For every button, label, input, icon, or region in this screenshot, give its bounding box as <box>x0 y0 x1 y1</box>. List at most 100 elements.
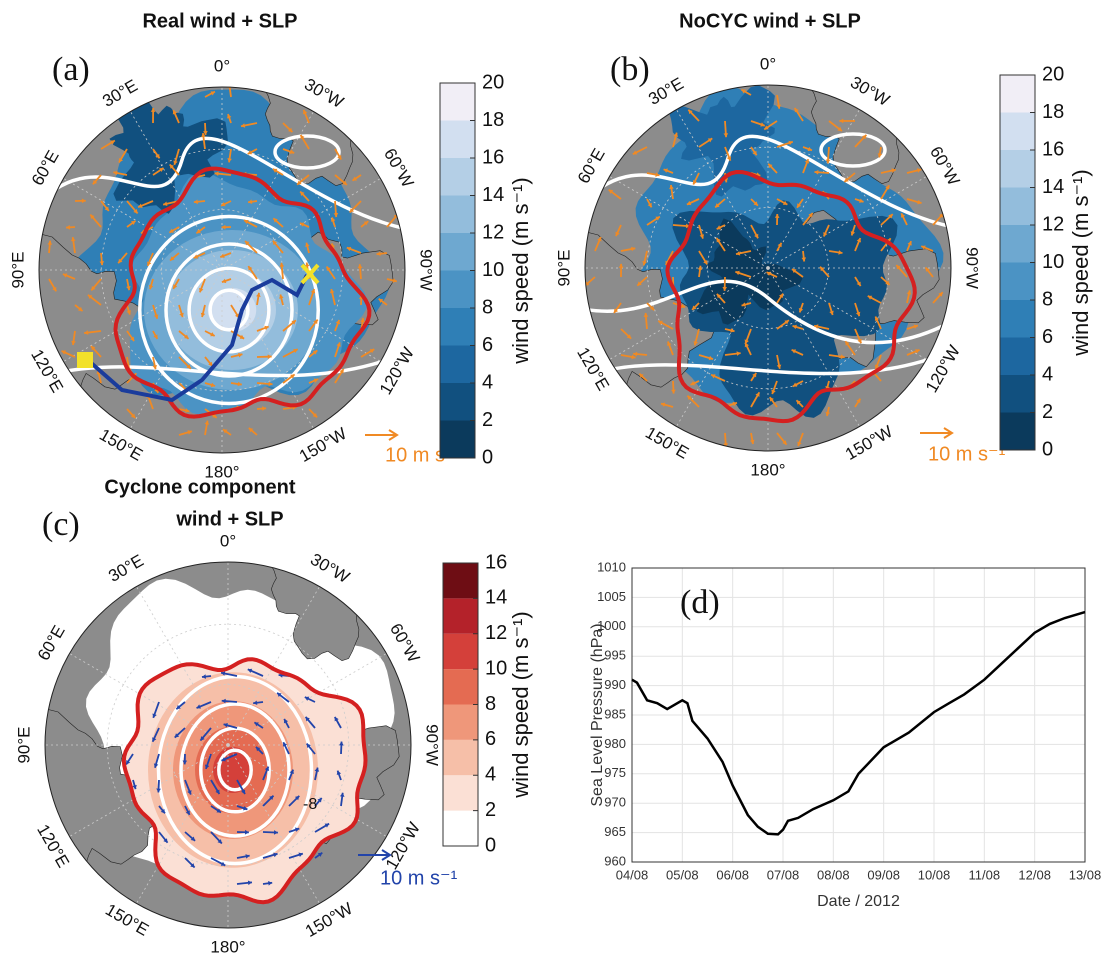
wind-arrow-head <box>352 176 357 181</box>
wind-arrow-head <box>272 168 278 173</box>
wind-arrow-head <box>227 158 232 163</box>
wind-arrow-head <box>673 132 679 137</box>
graticule <box>130 111 223 271</box>
wind-arrow-head <box>283 718 289 724</box>
wind-arrow-head <box>185 408 190 413</box>
wind-arrow-head <box>200 736 205 741</box>
x-tick-label: 07/08 <box>767 867 800 882</box>
wind-arrow-head <box>741 89 746 94</box>
longitude-label: 0° <box>220 531 236 550</box>
wind-arrow-head <box>699 234 705 239</box>
longitude-label: 60°E <box>28 147 63 189</box>
reference-arrow <box>365 429 399 441</box>
wind-arrow-head <box>792 268 797 274</box>
wind-arrow-head <box>217 839 222 844</box>
wind-arrow-head <box>153 334 158 339</box>
cyclone-end <box>300 263 320 285</box>
wind-arrow-head <box>193 199 198 205</box>
colorbar-band <box>1000 75 1035 113</box>
colorbar-band <box>440 233 475 271</box>
wind-arrow-head <box>874 316 880 322</box>
graticule <box>676 109 769 269</box>
wind-arrow-head <box>801 257 807 262</box>
wind-arrow-head <box>294 795 300 801</box>
wind-arrow-head <box>304 696 310 701</box>
wind-arrow-head <box>855 311 861 317</box>
wind-arrow-head <box>346 246 352 252</box>
wind-arrow-head <box>306 743 311 749</box>
wind-arrow-head <box>857 338 862 344</box>
graticule <box>227 744 387 837</box>
wind-arrow-head <box>792 324 797 330</box>
wind-arrow-head <box>220 253 225 258</box>
wind-arrow-head <box>176 704 181 710</box>
wind-arrow-head <box>925 267 930 272</box>
wind-arrow-head <box>305 716 310 722</box>
y-tick-label: 1010 <box>597 559 626 574</box>
wind-arrow-head <box>764 125 769 130</box>
wind-arrow-head <box>186 364 191 369</box>
colorbar-tick-label: 18 <box>1042 101 1064 123</box>
wind-arrow-head <box>632 150 638 155</box>
wind-arrow-head <box>174 733 180 738</box>
graticule <box>767 267 927 360</box>
longitude-label: 180° <box>750 460 785 479</box>
colorbar-tick-label: 12 <box>485 622 507 644</box>
wind-arrow-head <box>844 177 849 182</box>
wind-arrow-head <box>298 852 303 857</box>
wind-arrow-head <box>65 225 71 230</box>
wind-arrow-head <box>716 225 722 230</box>
wind-arrow-head <box>782 200 788 205</box>
colorbar-tick-label: 14 <box>1042 176 1064 198</box>
panel-label: (a) <box>52 51 90 88</box>
graticule <box>221 269 381 362</box>
wind-arrow-head <box>170 256 175 261</box>
wind-arrow-head <box>797 203 802 208</box>
colorbar-tick-label: 14 <box>482 184 504 206</box>
wind-arrow-head <box>631 354 636 360</box>
wind-arrow-head <box>99 261 105 266</box>
wind-arrow-head <box>667 341 672 346</box>
wind-arrow-head <box>862 134 867 140</box>
wind-arrow-head <box>272 240 278 246</box>
wind-arrow-head <box>268 880 273 886</box>
wind-arrow-head <box>877 153 883 158</box>
wind-arrow-head <box>216 808 221 813</box>
wind-arrow-head <box>138 203 143 208</box>
wind-arrow-head <box>859 198 864 203</box>
panel-label: (c) <box>42 506 80 543</box>
longitude-label: 60°W <box>380 145 417 191</box>
wind-arrow-head <box>312 350 318 355</box>
slp-contour <box>217 748 253 792</box>
wind-arrow-head <box>314 767 320 772</box>
wind-arrow-head <box>829 310 834 315</box>
reference-arrow <box>920 427 954 439</box>
wind-arrow-head <box>190 836 196 841</box>
panel-label: (d) <box>680 584 720 621</box>
wind-arrow-head <box>184 334 189 339</box>
wind-arrow-head <box>52 286 57 292</box>
colorbar-band <box>1000 187 1035 225</box>
wind-arrow-head <box>204 764 210 769</box>
wind-arrow-head <box>313 319 318 325</box>
wind-arrow-head <box>891 168 896 173</box>
wind-arrow-head <box>317 797 322 803</box>
y-tick-label: 965 <box>604 824 626 839</box>
wind-arrow-head <box>256 292 261 298</box>
wind-arrow-head <box>655 172 660 177</box>
slp-contour <box>585 279 951 345</box>
x-tick-label: 04/08 <box>616 867 649 882</box>
wind-arrow-head <box>938 292 943 297</box>
wind-arrow-head <box>210 332 215 337</box>
wind-arrow-head <box>608 189 614 194</box>
wind-arrow-head <box>906 290 912 295</box>
wind-arrow-head <box>329 289 335 294</box>
wind-arrow-head <box>239 334 245 339</box>
wind-arrow-head <box>715 203 720 208</box>
wind-arrow-head <box>776 104 781 109</box>
wind-arrow-head <box>221 757 226 762</box>
x-tick-label: 05/08 <box>666 867 699 882</box>
cyclone-start <box>77 352 93 368</box>
colorbar-tick-label: 10 <box>1042 251 1064 273</box>
wind-arrow-head <box>132 784 137 790</box>
